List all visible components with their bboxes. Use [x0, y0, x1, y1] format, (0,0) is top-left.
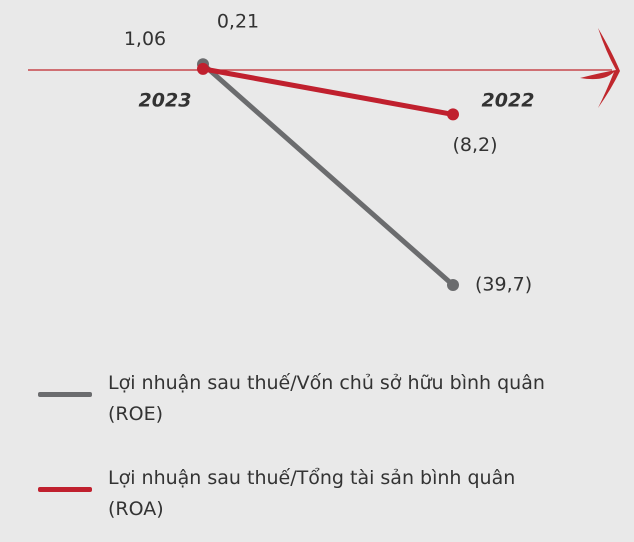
- legend-label: Lợi nhuận sau thuế/Tổng tài sản bình quâ…: [108, 467, 516, 520]
- point: [447, 279, 459, 291]
- legend-item: Lợi nhuận sau thuế/Tổng tài sản bình quâ…: [38, 463, 548, 525]
- series-line: [200, 66, 456, 117]
- legend-swatch: [38, 392, 92, 397]
- value-label: (39,7): [475, 274, 532, 296]
- series-line: [200, 61, 456, 288]
- point: [447, 108, 459, 121]
- value-label: 1,06: [124, 28, 166, 50]
- legend-label: Lợi nhuận sau thuế/Vốn chủ sở hữu bình q…: [108, 372, 545, 425]
- legend-swatch: [38, 487, 92, 492]
- x-tick-label: 2023: [139, 90, 192, 112]
- x-tick-label: 2022: [482, 90, 535, 112]
- point: [197, 62, 209, 75]
- legend-item: Lợi nhuận sau thuế/Vốn chủ sở hữu bình q…: [38, 368, 548, 430]
- axis-arrow: [580, 28, 620, 108]
- value-label: (8,2): [452, 134, 497, 156]
- value-label: 0,21: [217, 10, 259, 32]
